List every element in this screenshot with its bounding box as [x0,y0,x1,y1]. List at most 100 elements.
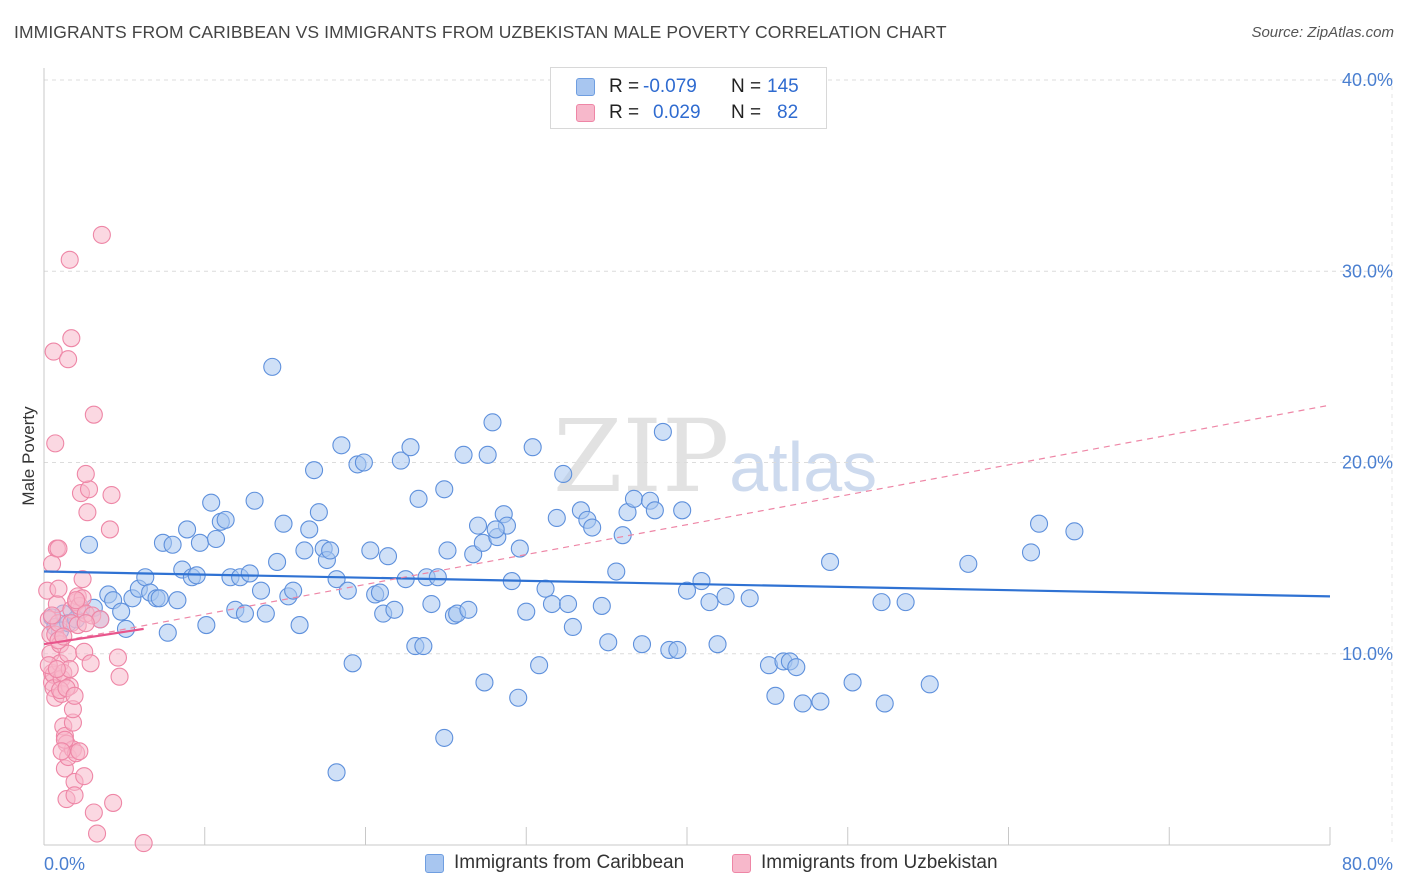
y-tick-label: 40.0% [1342,70,1393,90]
point-uzbekistan [42,554,62,573]
point-caribbean [370,583,390,602]
point-caribbean [343,654,362,673]
point-uzbekistan [87,824,107,843]
point-uzbekistan [47,659,66,679]
point-caribbean [268,552,287,572]
point-caribbean [673,501,692,520]
point-caribbean [896,593,915,612]
axis-layer [43,68,1331,846]
legend-r-label: R = [609,102,640,123]
point-caribbean [645,501,664,520]
point-uzbekistan [73,570,92,589]
point-caribbean [708,635,727,654]
y-tick-label: 20.0% [1342,453,1393,473]
point-caribbean [245,491,264,510]
point-caribbean [530,656,549,675]
point-caribbean [632,635,652,654]
grid-layer [44,78,1393,845]
point-caribbean [563,617,582,637]
legend-item-uzbekistan[interactable]: Immigrants from Uzbekistan [732,852,998,874]
point-caribbean [872,593,891,612]
point-caribbean [821,552,840,572]
point-caribbean [583,518,602,537]
point-caribbean [438,541,457,560]
point-caribbean [558,594,578,614]
point-caribbean [624,489,644,508]
point-caribbean [409,489,428,508]
point-caribbean [959,554,978,573]
point-caribbean [150,589,169,608]
point-caribbean [284,581,303,600]
point-uzbekistan [65,686,84,705]
point-caribbean [202,493,221,512]
trendline-uzbekistan-extended [43,404,1331,645]
point-caribbean [136,568,155,587]
point-caribbean [435,480,454,499]
point-caribbean [1021,543,1041,562]
point-caribbean [263,357,282,376]
point-caribbean [1065,522,1084,541]
watermark-atlas: atlas [729,428,878,506]
point-caribbean [235,604,254,623]
point-uzbekistan [49,579,68,598]
point-uzbekistan [104,793,123,812]
point-uzbekistan [84,803,103,822]
point-caribbean [206,529,226,549]
point-caribbean [290,616,309,635]
point-caribbean [112,602,131,621]
legend-n-value: 82 [777,102,799,123]
point-caribbean [401,438,420,457]
point-caribbean [554,464,573,484]
point-uzbekistan [84,405,103,424]
point-caribbean [523,438,542,457]
point-uzbekistan [75,767,94,786]
point-uzbekistan [81,654,100,673]
point-caribbean [197,616,216,635]
point-uzbekistan [42,606,62,625]
point-uzbekistan [79,480,99,499]
point-caribbean [240,564,259,583]
legend-swatch-uzbekistan [576,104,595,122]
chart-title: IMMIGRANTS FROM CARIBBEAN VS IMMIGRANTS … [14,22,947,42]
trend-layer [43,404,1331,646]
point-uzbekistan [62,329,81,348]
legend-item-caribbean[interactable]: Immigrants from Caribbean [425,852,684,874]
point-uzbekistan [76,464,95,484]
point-caribbean [385,600,404,619]
points-layer [38,225,1084,853]
point-caribbean [517,602,536,621]
legend-label-uzbekistan: Immigrants from Uzbekistan [761,852,998,873]
point-caribbean [158,623,177,642]
point-caribbean [740,589,759,608]
point-caribbean [216,510,235,529]
point-uzbekistan [76,614,95,633]
point-uzbekistan [108,648,127,667]
point-uzbekistan [110,667,129,686]
point-caribbean [256,604,275,623]
point-caribbean [178,520,197,539]
point-caribbean [361,541,380,560]
point-caribbean [486,520,505,539]
point-uzbekistan [67,591,86,610]
point-caribbean [459,600,478,619]
point-caribbean [354,453,373,472]
point-uzbekistan [46,434,65,453]
point-caribbean [391,451,410,470]
point-caribbean [422,594,441,614]
point-caribbean [1029,514,1049,533]
legend-swatch-uzbekistan [732,853,751,873]
legend-r-label: R = [609,76,640,97]
point-caribbean [510,539,529,558]
point-uzbekistan [44,342,63,361]
point-caribbean [475,673,494,692]
point-caribbean [116,619,136,638]
point-caribbean [547,508,566,528]
point-caribbean [251,581,271,600]
point-caribbean [607,562,626,581]
correlation-legend: R = -0.079 N = 145 R = 0.029 N = 82 [550,67,827,129]
point-caribbean [454,445,473,464]
point-caribbean [793,694,812,713]
point-caribbean [653,422,672,441]
point-caribbean [509,688,528,707]
